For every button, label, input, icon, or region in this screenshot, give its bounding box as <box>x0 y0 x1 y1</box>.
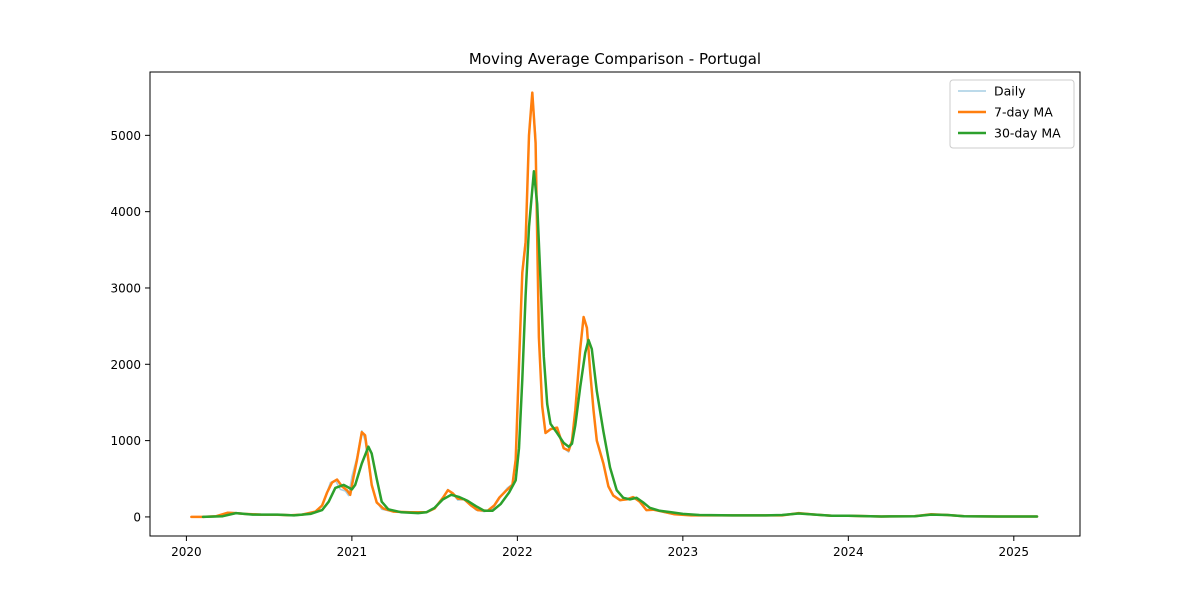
legend-label-0: Daily <box>994 84 1026 99</box>
x-axis: 2020 2021 2022 2023 2024 2025 <box>171 536 1029 559</box>
y-tick-label: 5000 <box>110 129 141 143</box>
y-tick-label: 4000 <box>110 205 141 219</box>
legend-label-2: 30-day MA <box>994 126 1061 141</box>
x-tick-label: 2023 <box>668 545 699 559</box>
y-tick-label: 1000 <box>110 434 141 448</box>
x-tick-label: 2022 <box>502 545 533 559</box>
y-tick-label: 3000 <box>110 281 141 295</box>
y-tick-label: 2000 <box>110 358 141 372</box>
x-tick-label: 2020 <box>171 545 202 559</box>
legend-box <box>949 79 1075 149</box>
legend-label-1: 7-day MA <box>994 105 1053 120</box>
legend: Daily 7-day MA 30-day MA <box>949 79 1075 149</box>
chart-title: Moving Average Comparison - Portugal <box>469 50 761 68</box>
x-tick-label: 2021 <box>337 545 368 559</box>
series-line-1 <box>190 91 1039 519</box>
plot-area <box>149 71 1081 537</box>
series-layer <box>190 91 1039 519</box>
series-line-0 <box>190 91 1038 518</box>
y-tick-label: 0 <box>133 510 141 524</box>
series-line-2 <box>201 169 1039 519</box>
x-tick-label: 2024 <box>833 545 864 559</box>
y-axis: 0 1000 2000 3000 4000 5000 <box>110 129 150 524</box>
x-tick-label: 2025 <box>999 545 1030 559</box>
